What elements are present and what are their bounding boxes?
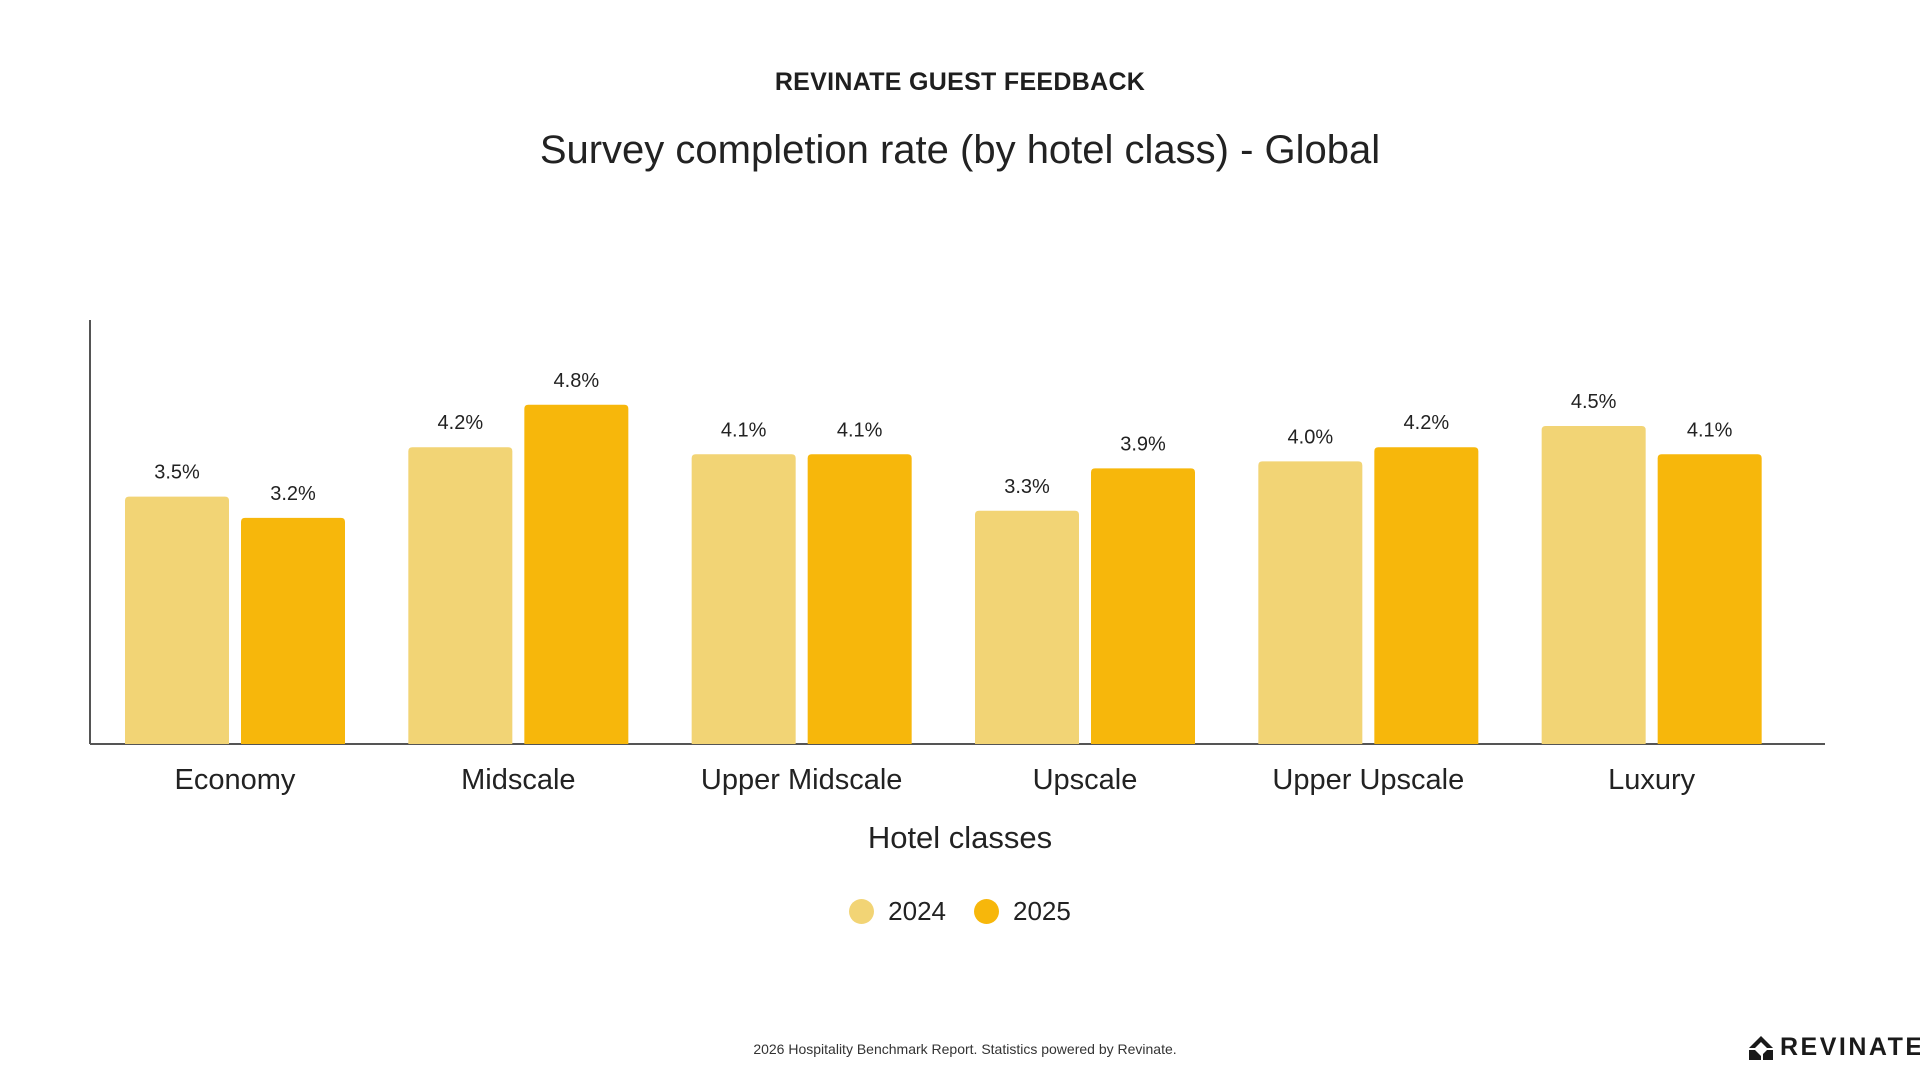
- brand-heading: REVINATE GUEST FEEDBACK: [774, 68, 1146, 96]
- footer-note: 2026 Hospitality Benchmark Report. Stati…: [753, 1041, 1177, 1057]
- x-tick-label-upper-midscale: Upper Midscale: [701, 764, 902, 796]
- bar-luxury-2024: [1541, 426, 1646, 744]
- legend-item-2025: 2025: [974, 896, 1071, 927]
- bar-upscale-2025: [1091, 468, 1195, 744]
- data-label-upper-midscale-2025: 4.1%: [837, 419, 883, 441]
- data-label-luxury-2024: 4.5%: [1571, 391, 1617, 413]
- data-label-economy-2025: 3.2%: [270, 483, 316, 505]
- bar-economy-2024: [125, 496, 229, 744]
- legend-label-2024: 2024: [888, 896, 946, 926]
- bar-upscale-2024: [975, 510, 1079, 744]
- x-tick-label-luxury: Luxury: [1608, 764, 1696, 796]
- x-axis-title: Hotel classes: [867, 820, 1053, 855]
- data-label-upper-midscale-2024: 4.1%: [721, 419, 767, 441]
- bar-upper-upscale-2025: [1374, 447, 1479, 744]
- data-label-economy-2024: 3.5%: [154, 462, 200, 484]
- x-tick-label-economy: Economy: [175, 764, 296, 796]
- data-label-upper-upscale-2024: 4.0%: [1288, 426, 1334, 448]
- x-tick-label-upscale: Upscale: [1033, 764, 1138, 796]
- legend-swatch-2025: [974, 899, 999, 924]
- chart-title: Survey completion rate (by hotel class) …: [539, 128, 1381, 172]
- x-tick-label-midscale: Midscale: [461, 764, 575, 796]
- bar-midscale-2024: [408, 447, 513, 744]
- bar-upper-midscale-2024: [691, 454, 796, 744]
- data-label-midscale-2025: 4.8%: [554, 370, 600, 392]
- data-label-midscale-2024: 4.2%: [438, 412, 484, 434]
- legend-label-2025: 2025: [1013, 896, 1071, 926]
- revinate-mark-icon: [1749, 1035, 1773, 1060]
- data-label-upscale-2025: 3.9%: [1120, 433, 1166, 455]
- legend-swatch-2024: [849, 899, 875, 924]
- legend: 2024 2025: [0, 896, 1920, 927]
- data-label-upscale-2024: 3.3%: [1004, 476, 1050, 498]
- data-label-luxury-2025: 4.1%: [1687, 419, 1733, 441]
- data-label-upper-upscale-2025: 4.2%: [1404, 412, 1450, 434]
- bar-luxury-2025: [1657, 454, 1762, 744]
- x-tick-label-upper-upscale: Upper Upscale: [1272, 764, 1464, 796]
- logo-text: REVINATE: [1780, 1033, 1920, 1061]
- revinate-logo: REVINATE: [1748, 1033, 1920, 1062]
- legend-item-2024: 2024: [849, 896, 946, 927]
- bar-economy-2025: [241, 517, 345, 744]
- bar-upper-midscale-2025: [807, 454, 912, 744]
- bar-midscale-2025: [524, 404, 629, 744]
- bar-upper-upscale-2024: [1258, 461, 1363, 744]
